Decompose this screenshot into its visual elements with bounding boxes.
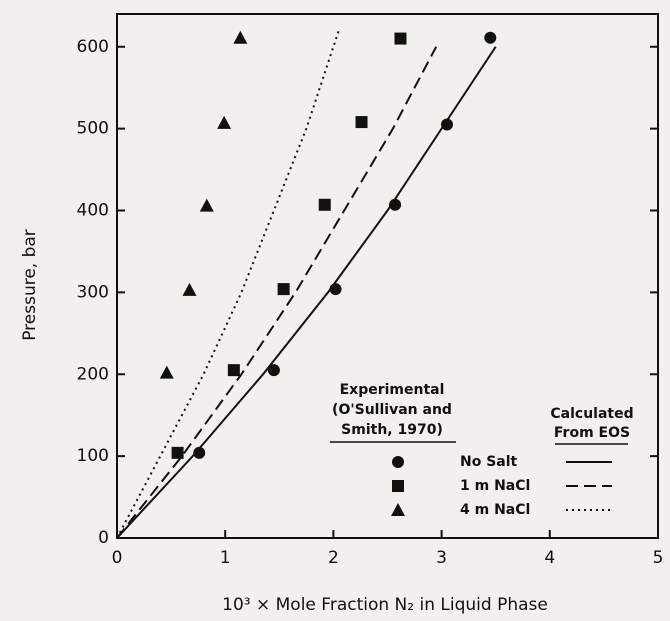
marker [394, 32, 407, 45]
marker [318, 198, 331, 211]
x-tick-label: 4 [544, 548, 555, 568]
marker [217, 115, 232, 129]
y-tick-label: 500 [77, 119, 109, 139]
x-axis-label: 10³ × Mole Fraction N₂ in Liquid Phase [222, 595, 548, 615]
curve [116, 30, 340, 539]
marker [329, 283, 342, 296]
marker [182, 282, 197, 296]
x-tick-label: 0 [112, 548, 123, 568]
marker [277, 283, 290, 296]
y-tick-label: 600 [77, 37, 109, 57]
legend-label: 4 m NaCl [460, 502, 530, 518]
y-tick-label: 300 [77, 282, 109, 302]
marker [171, 446, 184, 459]
y-axis-label: Pressure, bar [20, 229, 40, 341]
y-tick-label: 200 [77, 364, 109, 384]
curve [116, 46, 497, 539]
x-tick-label: 5 [653, 548, 664, 568]
legend-heading: From EOS [554, 425, 630, 441]
legend-heading: (O'Sullivan and [332, 402, 452, 418]
legend-heading: Calculated [550, 406, 633, 422]
marker [389, 198, 402, 211]
x-tick-label: 2 [328, 548, 339, 568]
marker [159, 365, 174, 379]
marker [267, 364, 280, 377]
marker [392, 456, 404, 468]
x-tick-label: 1 [220, 548, 231, 568]
legend-label: No Salt [460, 454, 518, 470]
legend-heading: Experimental [340, 382, 445, 398]
plot-frame [116, 13, 659, 539]
y-tick-label: 100 [77, 446, 109, 466]
marker [233, 30, 248, 44]
x-tick-label: 3 [436, 548, 447, 568]
marker [199, 198, 214, 212]
y-tick-label: 0 [98, 528, 109, 548]
marker [193, 446, 206, 459]
curve [116, 46, 438, 539]
marker [391, 503, 405, 516]
marker [441, 118, 454, 131]
marker [355, 116, 368, 129]
legend-label: 1 m NaCl [460, 478, 530, 494]
marker [484, 31, 497, 44]
legend-heading: Smith, 1970) [341, 422, 443, 438]
y-tick-label: 400 [77, 201, 109, 221]
marker [392, 480, 404, 492]
marker [227, 364, 240, 377]
